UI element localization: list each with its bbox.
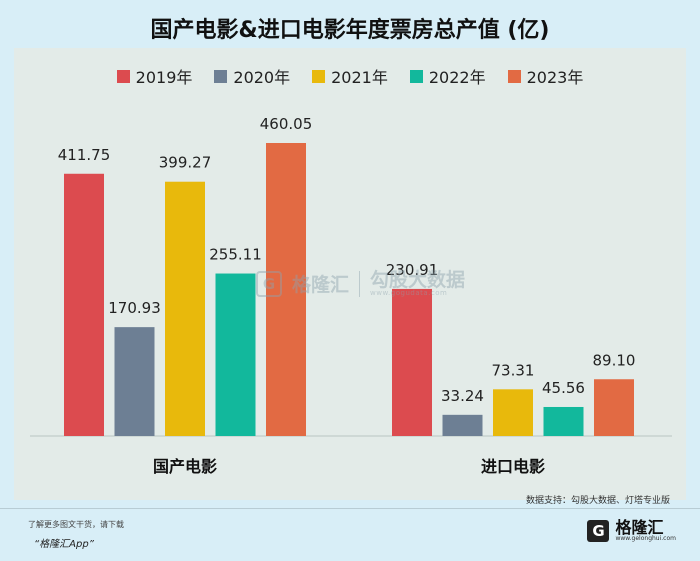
bar	[543, 406, 584, 436]
legend-swatch	[507, 69, 521, 83]
footer-divider	[0, 508, 700, 509]
legend-label: 2020年	[233, 68, 291, 87]
bar-value-label: 460.05	[260, 115, 313, 133]
bar-value-label: 45.56	[542, 379, 585, 397]
watermark-brand: 格隆汇	[292, 274, 350, 296]
watermark-partner: 勾股大数据	[370, 268, 466, 291]
bar	[165, 181, 205, 436]
bar-value-label: 399.27	[159, 154, 212, 172]
watermark: G 格隆汇 勾股大数据 www.gogudata.com	[256, 270, 465, 297]
bar	[215, 273, 256, 436]
legend-label: 2019年	[135, 68, 193, 87]
bar	[64, 173, 104, 436]
bar	[442, 414, 483, 436]
chart-legend: 2019年 2020年 2021年 2022年 2023年	[0, 64, 700, 88]
legend-label: 2022年	[428, 68, 486, 87]
bar	[594, 379, 634, 436]
legend-swatch	[312, 69, 326, 83]
bar-value-label: 170.93	[108, 299, 161, 317]
data-source-note: 数据支持：勾股大数据、灯塔专业版	[525, 496, 670, 506]
legend-label: 2021年	[331, 68, 388, 87]
legend-item: 2020年	[214, 64, 290, 88]
watermark-partner-url: www.gogudata.com	[370, 288, 448, 297]
legend-label: 2023年	[526, 68, 584, 87]
category-label: 进口电影	[481, 457, 545, 476]
bar	[266, 143, 306, 436]
brand-url: www.gelonghui.com	[615, 535, 676, 542]
legend-swatch	[214, 69, 228, 83]
brand-g-icon: G	[587, 520, 610, 542]
category-label: 国产电影	[153, 457, 217, 476]
bar-value-label: 411.75	[58, 146, 111, 164]
bar-value-label: 33.24	[441, 387, 484, 405]
brand-name: 格隆汇	[615, 518, 664, 537]
legend-item: 2019年	[116, 64, 193, 88]
bar-value-label: 255.11	[209, 246, 262, 264]
bar	[493, 389, 533, 436]
legend-item: 2021年	[312, 64, 388, 88]
watermark-logo-icon: G	[256, 270, 282, 297]
legend-swatch	[409, 69, 423, 83]
chart-title: 国产电影&进口电影年度票房总产值 (亿)	[150, 18, 550, 43]
bar-value-label: 230.91	[386, 261, 439, 279]
bar-value-label: 73.31	[492, 361, 535, 379]
legend-swatch	[116, 69, 130, 83]
bar-value-label: 89.10	[593, 351, 636, 369]
legend-item: 2022年	[409, 64, 486, 88]
brand-logo: G 格隆汇 www.gelonghui.com	[587, 520, 676, 542]
bar	[392, 288, 432, 436]
footer-app-name: “格隆汇App”	[34, 539, 94, 550]
bar	[114, 327, 155, 436]
footer-download-hint: 了解更多图文干货，请下载	[28, 520, 124, 529]
watermark-divider	[359, 270, 361, 297]
legend-item: 2023年	[507, 64, 584, 88]
